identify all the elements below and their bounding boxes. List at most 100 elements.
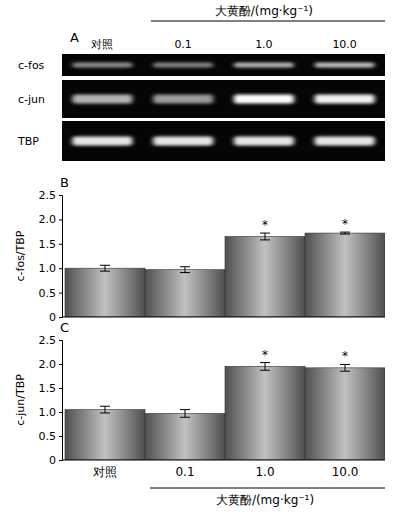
gel-band: [234, 137, 294, 146]
gel-band: [72, 137, 132, 146]
error-stem: [105, 406, 106, 413]
bar: [145, 270, 225, 317]
error-bar: [340, 232, 350, 234]
error-cap: [180, 409, 190, 410]
bar: [225, 366, 305, 460]
gel-band: [234, 95, 294, 104]
error-cap: [180, 272, 190, 273]
bar-chart: C**00.51.01.52.02.5对照0.11.010.0c-jun/TBP…: [14, 320, 385, 507]
y-tick: 1.5: [39, 382, 63, 395]
error-cap: [260, 233, 270, 234]
gel-panel: A大黄酚/(mg·kg⁻¹)对照0.11.010.0c-fosc-junTBP: [17, 4, 385, 161]
y-axis-title: c-jun/TBP: [14, 374, 27, 426]
y-tick-mark: [59, 219, 62, 220]
y-tick-mark: [59, 436, 62, 437]
gel-band: [72, 95, 132, 104]
bar: [225, 236, 305, 317]
header-rule: [151, 21, 385, 22]
x-tick-label: 0.1: [175, 465, 194, 479]
row-label: c-jun: [18, 93, 45, 106]
row-label: TBP: [17, 135, 39, 148]
figure: A 大黄酚/(mg·kg⁻¹) 对照 0.1 1.0 10.0 c-fos c-jun TBP B…: [0, 0, 395, 512]
x-tick: 对照: [93, 460, 117, 479]
gel-band: [153, 95, 213, 104]
error-cap: [180, 266, 190, 267]
gel-header: 大黄酚/(mg·kg⁻¹): [215, 4, 313, 18]
y-axis-line: [59, 341, 63, 461]
x-group-rule: [150, 488, 385, 489]
error-cap: [340, 364, 350, 365]
gel-band: [153, 63, 213, 68]
significance: *: [262, 348, 268, 362]
x-tick-label: 10.0: [332, 465, 359, 479]
error-bar: [100, 265, 110, 271]
y-tick: 1.0: [39, 262, 63, 275]
plot-area: [65, 363, 385, 460]
plot-area: [65, 232, 385, 317]
significance: *: [342, 217, 348, 231]
y-tick-label: 0: [49, 311, 56, 324]
y-tick-label: 2.5: [39, 189, 57, 202]
x-axis-line: [62, 317, 385, 318]
lane-label: 0.1: [174, 38, 192, 51]
y-tick: 0.5: [39, 287, 63, 300]
y-tick: 0.5: [39, 430, 63, 443]
bar: [65, 268, 145, 317]
gel-strip: [62, 121, 385, 161]
significance: *: [262, 218, 268, 232]
error-cap: [260, 362, 270, 363]
x-tick: 10.0: [332, 460, 359, 479]
y-tick-label: 0.5: [39, 430, 57, 443]
x-axis-title: 大黄酚/(mg·kg⁻¹): [216, 493, 314, 507]
bar: [305, 368, 385, 460]
error-stem: [185, 410, 186, 418]
x-tick: 1.0: [255, 460, 274, 479]
bar: [145, 413, 225, 460]
error-cap: [260, 239, 270, 240]
gel-band: [72, 63, 132, 68]
y-tick: 2.0: [39, 358, 63, 371]
y-tick-label: 1.0: [39, 262, 57, 275]
error-stem: [105, 265, 106, 271]
y-tick-mark: [59, 340, 62, 341]
gel-band: [234, 63, 294, 68]
y-tick-label: 2.0: [39, 213, 57, 226]
significance: *: [342, 349, 348, 363]
error-cap: [100, 271, 110, 272]
y-tick-mark: [59, 195, 62, 196]
error-bar: [340, 364, 350, 371]
row-label: c-fos: [18, 59, 45, 72]
error-cap: [180, 417, 190, 418]
panel-label: B: [60, 175, 69, 190]
y-tick-mark: [59, 268, 62, 269]
lane-label: 对照: [91, 38, 113, 51]
x-tick-label: 1.0: [255, 465, 274, 479]
panel-label: C: [60, 320, 69, 335]
y-axis: 0 0.5 1.0 1.5 2.0 2.5: [39, 189, 63, 324]
y-tick-label: 2.0: [39, 358, 57, 371]
y-tick-mark: [59, 317, 62, 318]
error-bar: [100, 406, 110, 413]
y-tick-mark: [59, 388, 62, 389]
error-cap: [260, 370, 270, 371]
error-stem: [185, 267, 186, 273]
y-tick-mark: [59, 412, 62, 413]
error-cap: [100, 412, 110, 413]
error-stem: [265, 233, 266, 240]
gel-band: [153, 137, 213, 146]
y-tick: 1.5: [39, 238, 63, 251]
y-tick-label: 0: [49, 454, 56, 467]
error-cap: [340, 232, 350, 233]
y-tick-mark: [59, 293, 62, 294]
error-bar: [260, 233, 270, 240]
lane-label: 1.0: [255, 38, 273, 51]
x-axis-line: [62, 460, 385, 461]
error-stem: [345, 364, 346, 371]
x-axis: 对照 0.1 1.0 10.0: [62, 460, 385, 479]
y-tick-mark: [59, 244, 62, 245]
y-tick: 2.0: [39, 213, 63, 226]
panel-label: A: [70, 30, 79, 45]
error-cap: [100, 406, 110, 407]
y-tick-label: 1.0: [39, 406, 57, 419]
x-tick-label: 对照: [93, 465, 117, 479]
